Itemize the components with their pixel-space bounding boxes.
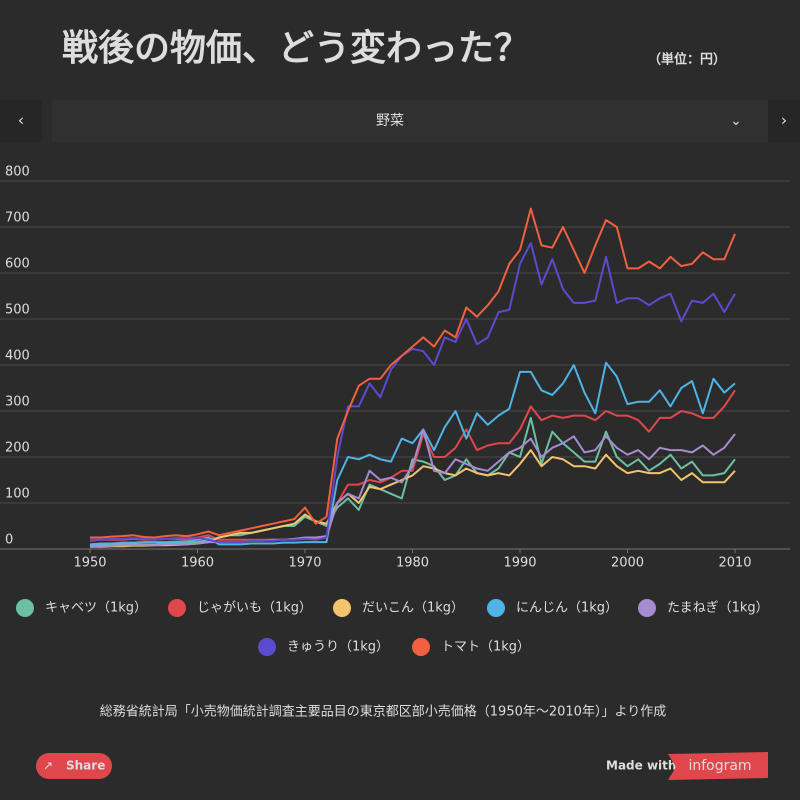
legend-label: だいこん（1kg）: [362, 601, 464, 616]
dropdown-icon: ⌄: [730, 113, 742, 129]
brand-badge: [668, 752, 768, 780]
next-icon: ›: [781, 111, 787, 130]
share-button[interactable]: [36, 753, 112, 779]
legend-item: きゅうり（1kg）: [258, 638, 389, 656]
dropdown-label: 野菜: [376, 113, 404, 129]
dropdown[interactable]: [52, 100, 768, 142]
x-tick-label: 1950: [73, 556, 106, 571]
legend-swatch: [16, 599, 34, 617]
series-line: [90, 207, 736, 539]
x-tick-label: 1990: [503, 556, 536, 571]
legend-label: きゅうり（1kg）: [287, 640, 389, 655]
legend-item: キャベツ（1kg）: [16, 599, 147, 617]
plot: 0 100 200 300 400 500 600 700 800 1950 1960 1970 198…: [0, 165, 790, 571]
y-tick-label: 800: [5, 165, 30, 180]
series-line: [90, 416, 736, 547]
x-tick-label: 1970: [288, 556, 321, 571]
y-tick-label: 300: [5, 395, 30, 410]
brand: infogram: [688, 758, 751, 774]
source: 総務省統計局「小売物価統計調査主要品目の東京都区部小売価格（1950年～2010…: [100, 704, 666, 720]
legend-label: じゃがいも（1kg）: [197, 601, 312, 616]
y-tick-label: 200: [5, 441, 30, 456]
y-tick-label: 600: [5, 257, 30, 272]
legend-swatch: [638, 599, 656, 617]
x-tick-label: 1960: [181, 556, 214, 571]
legend-item: だいこん（1kg）: [333, 599, 464, 617]
legend-item: じゃがいも（1kg）: [168, 599, 312, 617]
legend-label: にんじん（1kg）: [516, 601, 618, 616]
unit: （単位：円）: [648, 52, 726, 68]
legend-item: にんじん（1kg）: [487, 599, 618, 617]
series-line: [89, 428, 736, 548]
share-icon: ↗: [43, 759, 53, 773]
x-tick-label: 1980: [396, 556, 429, 571]
y-tick-label: 400: [5, 349, 30, 364]
legend-swatch: [258, 638, 276, 656]
legend-swatch: [412, 638, 430, 656]
prev-icon: ‹: [18, 111, 24, 130]
next-button[interactable]: [768, 100, 800, 142]
legend-item: トマト（1kg）: [412, 638, 530, 656]
series-line: [89, 361, 736, 546]
made-with: Made with: [606, 759, 676, 773]
y-tick-label: 500: [5, 303, 30, 318]
title: 戦後の物価、どう変わった？: [62, 27, 530, 69]
legend-label: トマト（1kg）: [441, 640, 530, 655]
legend-item: たまねぎ（1kg）: [638, 599, 769, 617]
legend-label: キャベツ（1kg）: [45, 601, 147, 616]
y-tick-label: 700: [5, 211, 30, 226]
x-tick-label: 2000: [611, 556, 644, 571]
y-tick-label: 100: [5, 487, 30, 502]
legend-swatch: [487, 599, 505, 617]
legend-swatch: [333, 599, 351, 617]
x-tick-label: 2010: [718, 556, 751, 571]
legend-label: たまねぎ（1kg）: [667, 601, 769, 616]
legend-swatch: [168, 599, 186, 617]
y-tick-label: 0: [5, 533, 13, 548]
series-line: [90, 242, 736, 544]
prev-button[interactable]: [0, 100, 42, 142]
share-label: Share: [66, 759, 105, 773]
